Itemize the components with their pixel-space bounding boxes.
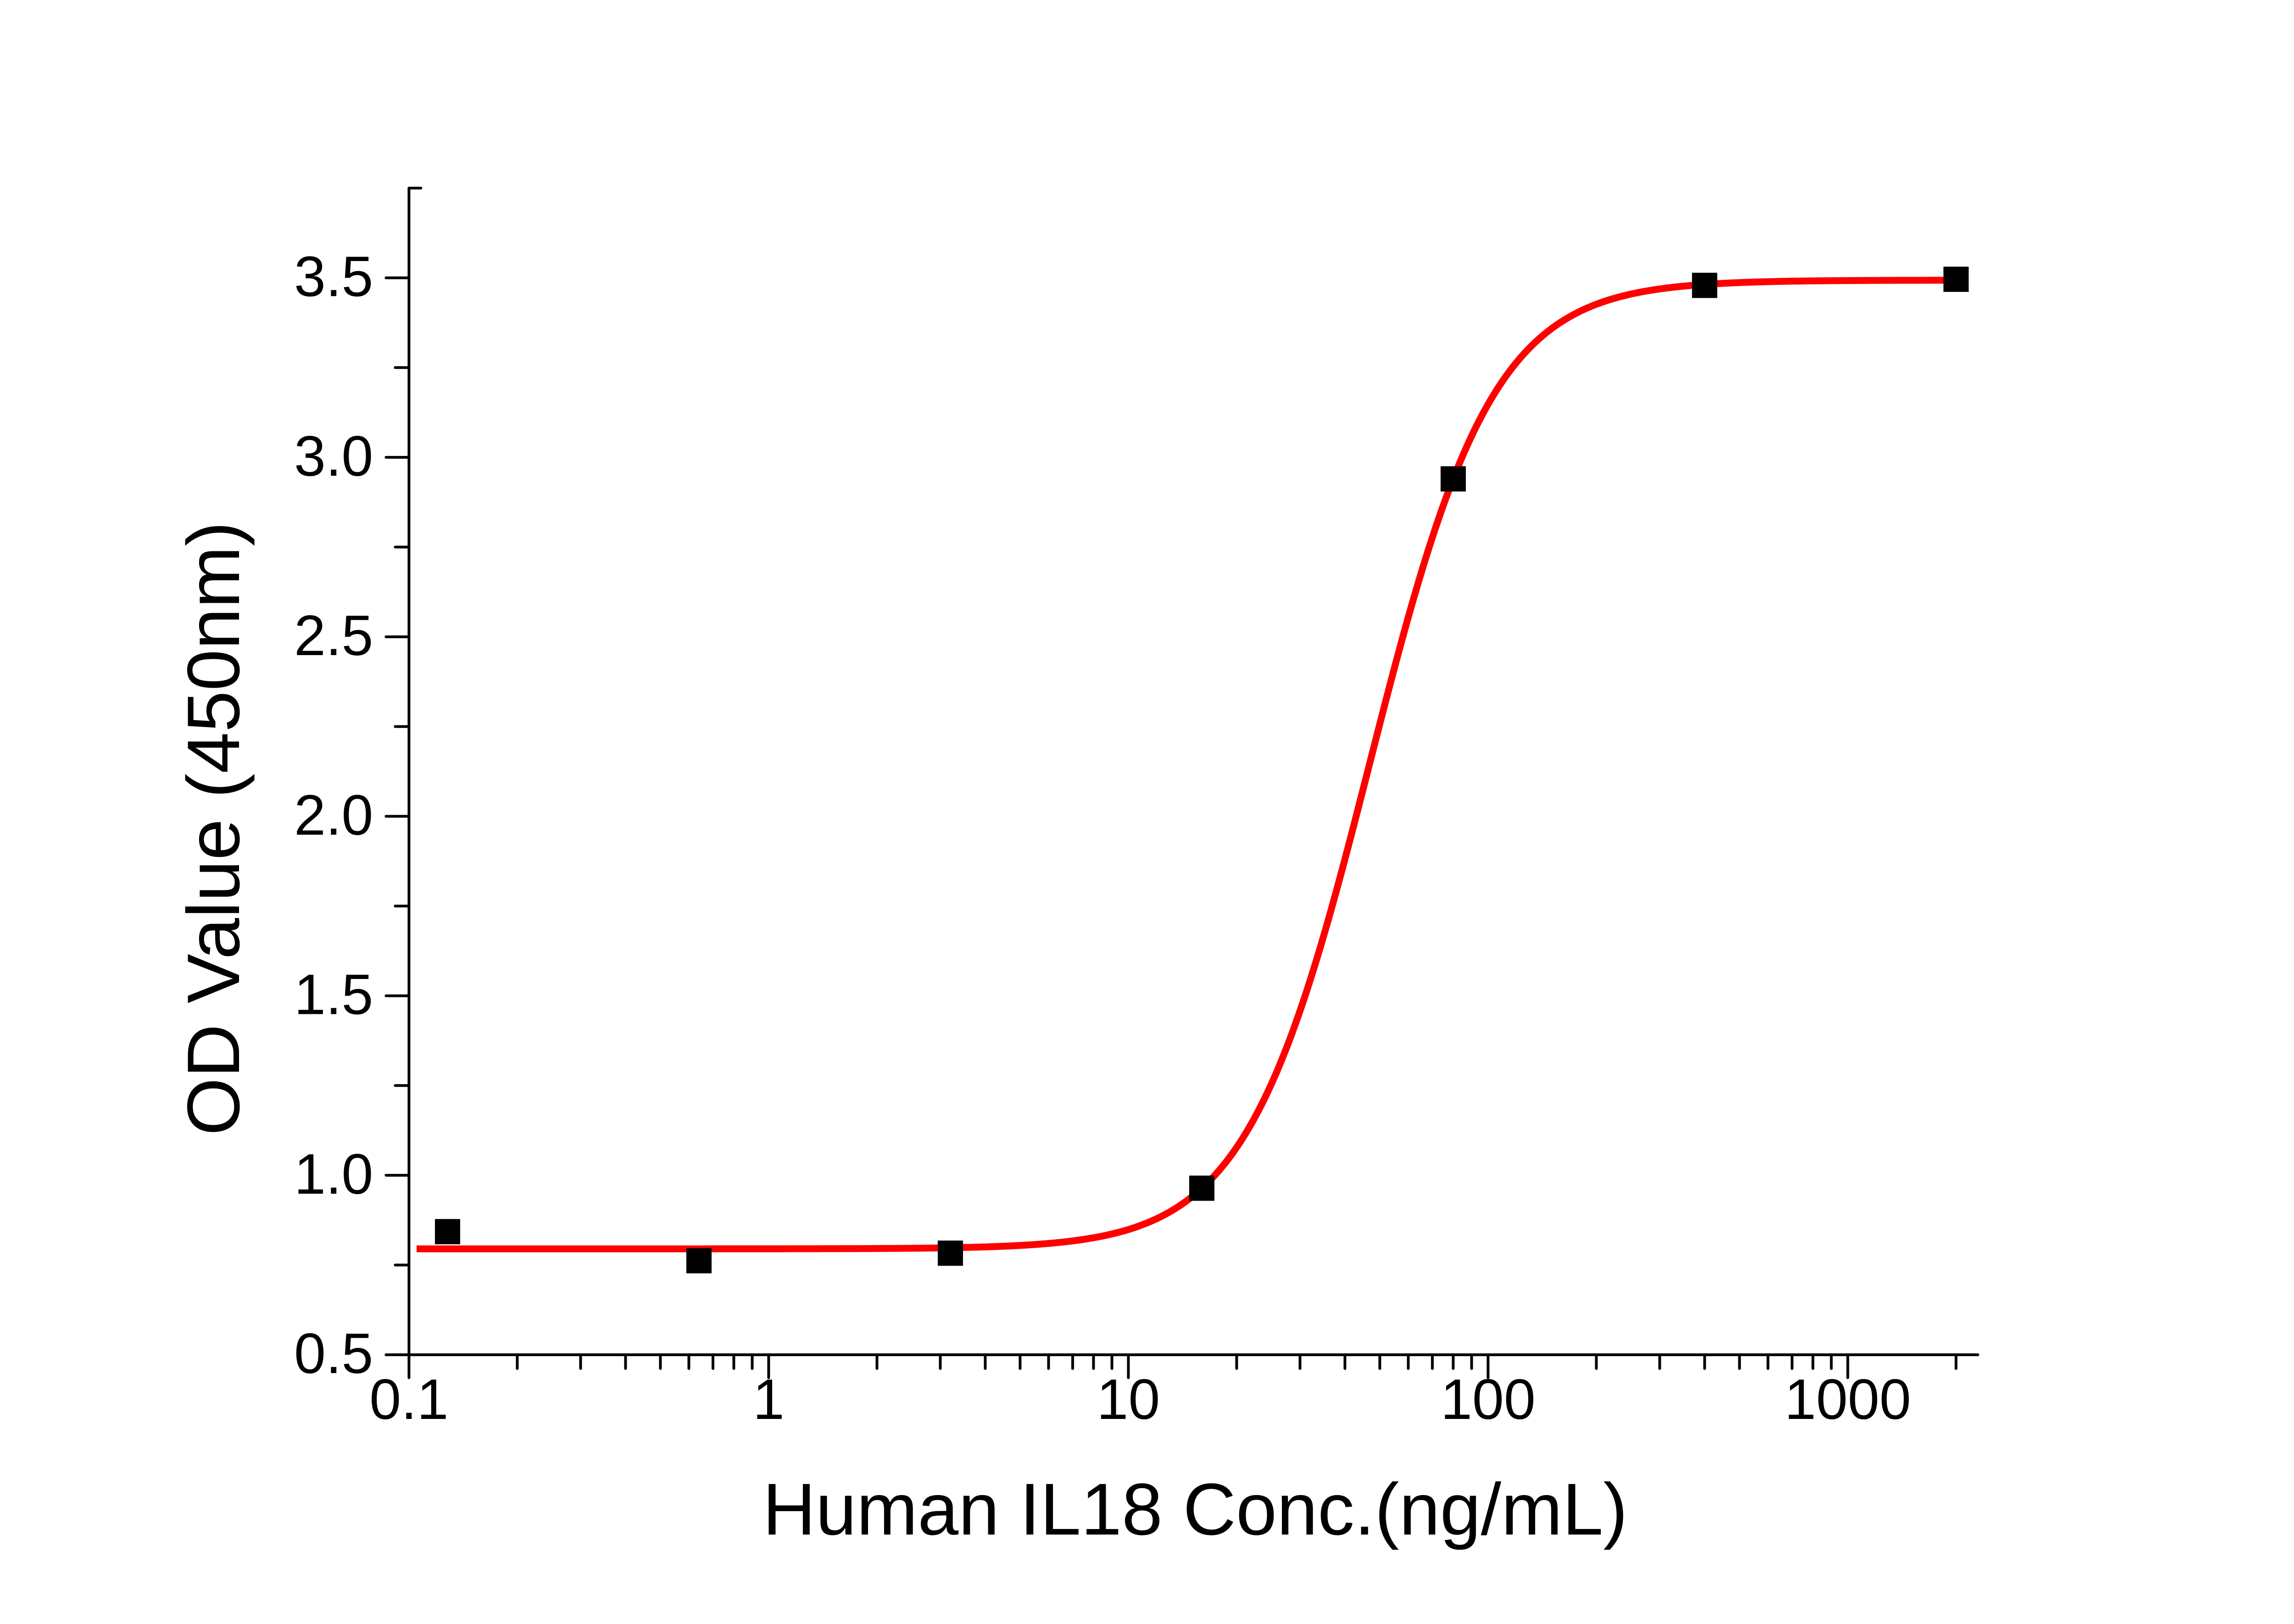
- svg-text:100: 100: [1441, 1368, 1536, 1431]
- svg-text:0.5: 0.5: [294, 1322, 373, 1385]
- svg-text:3.5: 3.5: [294, 245, 373, 309]
- svg-text:0.1: 0.1: [369, 1368, 448, 1431]
- svg-text:3.0: 3.0: [294, 425, 373, 488]
- svg-text:10: 10: [1097, 1368, 1160, 1431]
- svg-text:1.0: 1.0: [294, 1143, 373, 1206]
- svg-text:1.5: 1.5: [294, 963, 373, 1027]
- svg-text:2.0: 2.0: [294, 784, 373, 847]
- svg-text:2.5: 2.5: [294, 604, 373, 667]
- svg-text:1000: 1000: [1784, 1368, 1911, 1431]
- svg-text:1: 1: [753, 1368, 785, 1431]
